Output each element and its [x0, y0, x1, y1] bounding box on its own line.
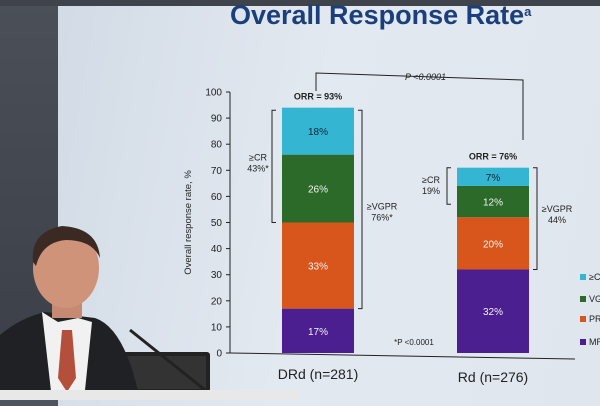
- bar-segment-cyan: [282, 107, 354, 155]
- y-tick-label: 90: [211, 114, 223, 125]
- orr-total-label: ORR = 93%: [294, 92, 342, 102]
- y-tick-label: 0: [216, 349, 222, 360]
- legend-label: PR: [589, 314, 600, 324]
- x-category-label: DRd (n=281): [278, 366, 359, 382]
- cr-bracket-left: [271, 109, 276, 223]
- orr-total-label: ORR = 76%: [469, 152, 517, 162]
- vgpr-bracket-right-label: ≥VGPR: [542, 204, 573, 214]
- y-tick-label: 20: [211, 296, 223, 307]
- bar-segment-green: [282, 154, 354, 223]
- y-axis-label: Overall response rate, %: [183, 170, 194, 275]
- legend-swatch-green: [580, 296, 586, 302]
- legend-label: VGPR: [589, 294, 600, 304]
- vgpr-bracket-left-value: 76%*: [371, 212, 393, 222]
- legend-swatch-orange: [580, 316, 586, 322]
- y-tick-label: 80: [211, 140, 223, 151]
- cr-bracket-left-label: ≥CR: [249, 152, 267, 162]
- bar-data-label: 17%: [308, 327, 328, 338]
- p-value-footnote: *P <0.0001: [394, 338, 434, 347]
- vgpr-bracket-left-label: ≥VGPR: [367, 201, 398, 211]
- bar-data-label: 33%: [308, 262, 328, 273]
- x-axis-line: [229, 352, 576, 360]
- legend-label: ≥CR: [589, 272, 600, 282]
- podium: [0, 390, 300, 400]
- p-value-bracket: [315, 72, 524, 140]
- vgpr-bracket-right: [533, 167, 538, 270]
- cr-bracket-right-value: 19%: [422, 186, 440, 196]
- vgpr-bracket-right-value: 44%: [548, 215, 566, 225]
- y-tick-label: 60: [211, 192, 223, 203]
- vgpr-bracket-left: [358, 109, 363, 310]
- y-tick-label: 100: [205, 88, 222, 99]
- bar-data-label: 7%: [486, 173, 501, 184]
- bar-segment-orange: [457, 217, 529, 270]
- p-value-top: P <0.0001: [405, 72, 446, 82]
- y-tick-label: 10: [211, 322, 223, 333]
- bar-segment-green: [457, 185, 529, 218]
- cr-bracket-left-value: 43%*: [247, 163, 269, 173]
- bar-segment-cyan: [457, 167, 529, 186]
- bar-segment-purple: [457, 269, 529, 353]
- bar-data-label: 18%: [308, 127, 328, 138]
- x-category-label: Rd (n=276): [458, 369, 528, 385]
- legend-swatch-purple: [580, 339, 586, 345]
- slide-title-superscript: a: [524, 4, 532, 19]
- legend-swatch-cyan: [580, 274, 586, 280]
- y-tick-label: 70: [211, 166, 223, 177]
- bar-data-label: 26%: [308, 185, 328, 196]
- bar-segment-orange: [282, 222, 354, 309]
- legend-label: MR: [589, 337, 600, 347]
- y-tick-label: 40: [211, 244, 223, 255]
- cr-bracket-right-label: ≥CR: [422, 175, 440, 185]
- background-ceiling: [0, 0, 600, 6]
- cr-bracket-right: [446, 167, 451, 205]
- microphone: [129, 328, 206, 392]
- y-tick-label: 30: [211, 270, 223, 281]
- presenter-head: [33, 228, 99, 308]
- bar-data-label: 12%: [483, 198, 503, 209]
- bar-segment-purple: [282, 308, 354, 353]
- bar-data-label: 32%: [483, 307, 503, 318]
- bar-data-label: 20%: [483, 239, 503, 250]
- y-tick-label: 50: [211, 218, 223, 229]
- slide-title: Overall Response Ratea: [230, 0, 590, 31]
- slide-title-text: Overall Response Rate: [230, 0, 525, 30]
